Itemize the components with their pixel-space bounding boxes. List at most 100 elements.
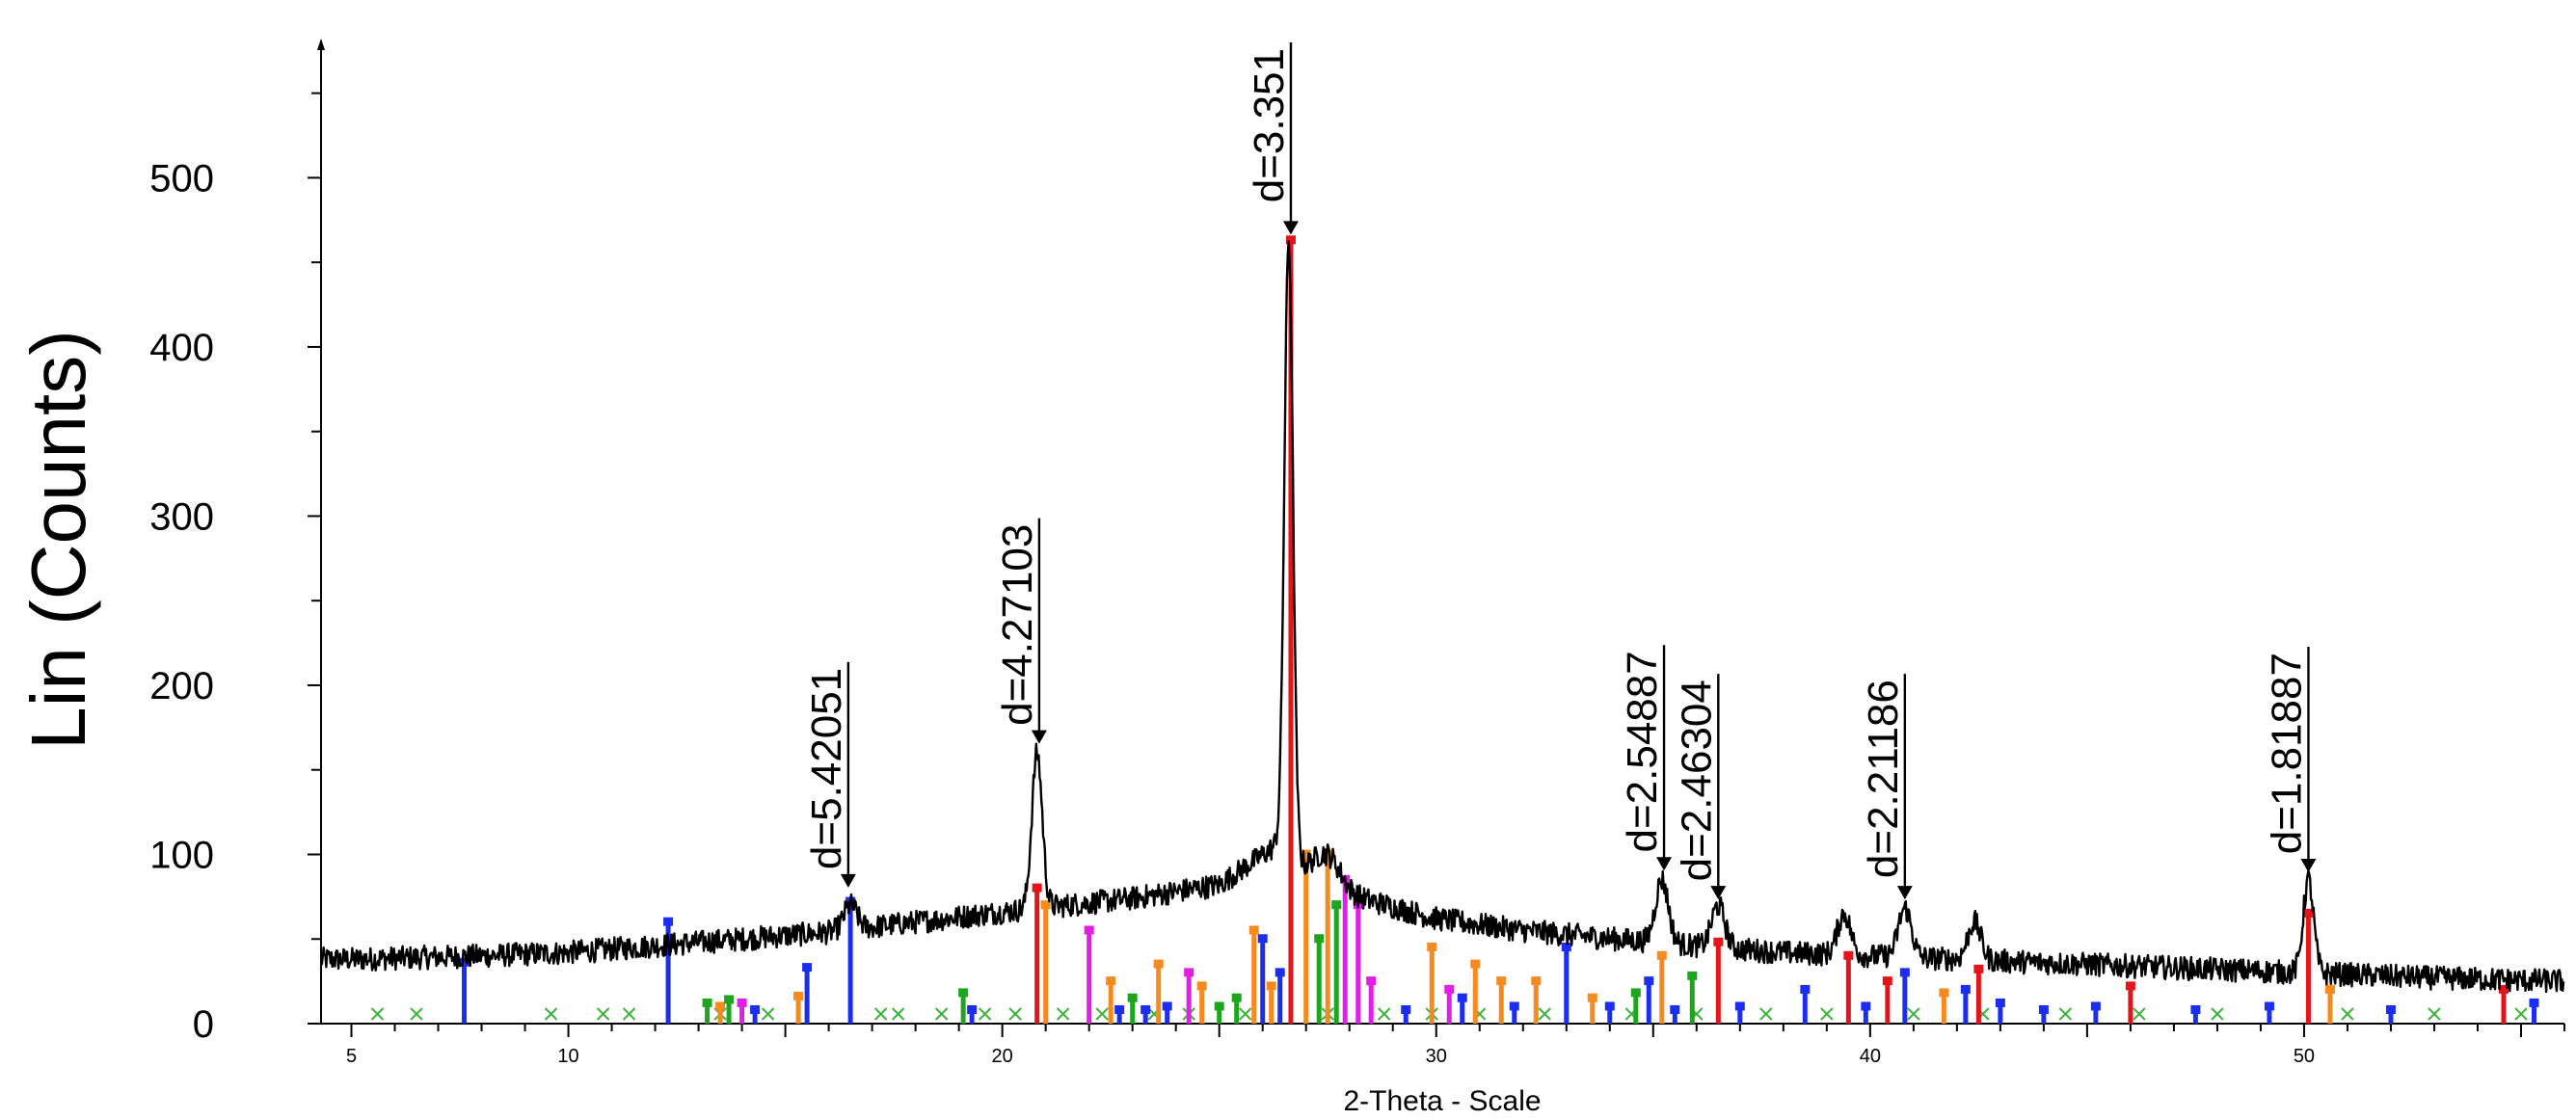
reference-stick-cap (1257, 934, 1268, 944)
reference-cross-marker (891, 1007, 905, 1021)
reference-stick-cap (1162, 1001, 1172, 1011)
reference-stick-cap (1457, 993, 1467, 1002)
reference-stick-cap (1861, 1001, 1871, 1011)
peak-marker-arrow-icon (2300, 859, 2317, 873)
y-tick-label: 400 (149, 327, 214, 369)
reference-stick-cap (802, 963, 813, 973)
reference-cross-marker (1759, 1007, 1773, 1021)
peak-d-label: d=3.351 (1246, 48, 1293, 202)
reference-cross-marker (978, 1007, 992, 1021)
reference-cross-marker (1538, 1007, 1551, 1021)
reference-stick-cap (750, 1004, 761, 1014)
reference-stick-cap (1496, 976, 1507, 986)
peak-marker-arrow-icon (1031, 730, 1047, 744)
y-tick-label: 200 (149, 665, 214, 707)
x-ticks: 5 10 20 30 40 50 (346, 1024, 2565, 1067)
reference-stick-cap (1401, 1004, 1411, 1014)
reference-stick-cap (2385, 1004, 2396, 1014)
y-ticks: 0 100 200 300 400 500 (149, 92, 321, 1046)
reference-stick-cap (1266, 981, 1276, 991)
x-tick-label: 30 (1426, 1046, 1447, 1067)
reference-stick-cap (1032, 883, 1042, 893)
x-axis-label: 2-Theta - Scale (1343, 1085, 1541, 1117)
reference-stick-cap (1231, 993, 1242, 1002)
reference-cross-marker (2514, 1007, 2528, 1021)
reference-stick-cap (1734, 1001, 1745, 1011)
reference-cross-marker (2341, 1007, 2354, 1021)
reference-stick-cap (1960, 984, 1971, 994)
y-axis-label: Lin (Counts) (15, 330, 101, 750)
peak-d-label: d=5.42051 (803, 668, 850, 869)
reference-stick-cap (1184, 968, 1194, 977)
reference-stick-cap (2190, 1004, 2201, 1014)
reference-stick-cap (1587, 993, 1597, 1002)
reference-cross-marker (1095, 1007, 1109, 1021)
reference-cross-marker (1239, 1007, 1252, 1021)
reference-stick-cap (1604, 1001, 1615, 1011)
reference-stick-cap (737, 998, 747, 1007)
peak-d-label: d=1.81887 (2263, 653, 2310, 854)
reference-cross-marker (2211, 1007, 2224, 1021)
reference-stick-cap (1040, 900, 1051, 910)
reference-stick-cap (2125, 981, 2135, 991)
peak-marker-arrow-icon (1896, 886, 1913, 900)
reference-stick-cap (967, 1004, 978, 1014)
reference-cross-marker (596, 1007, 610, 1021)
reference-stick-cap (1214, 1001, 1224, 1011)
reference-stick-cap (1644, 976, 1654, 986)
reference-stick-cap (1248, 925, 1259, 935)
reference-stick-cap (1470, 959, 1481, 969)
reference-stick-cap (2498, 984, 2509, 994)
peak-d-label: d=4.27103 (994, 524, 1041, 726)
peak-d-label: d=2.54887 (1619, 651, 1666, 852)
reference-cross-marker (1056, 1007, 1070, 1021)
x-tick-label: 40 (1860, 1046, 1881, 1067)
reference-cross-marker (622, 1007, 636, 1021)
reference-stick-cap (1509, 1001, 1519, 1011)
reference-cross-marker (2058, 1007, 2073, 1021)
reference-stick-cap (1366, 976, 1377, 986)
y-tick-label: 500 (149, 157, 214, 200)
reference-stick-cap (663, 917, 674, 926)
reference-cross-marker (410, 1007, 423, 1021)
reference-stick-cap (2529, 998, 2539, 1007)
reference-stick-cap (2264, 1001, 2274, 1011)
reference-cross-marker (1008, 1007, 1022, 1021)
peak-marker-arrow-icon (1656, 857, 1673, 871)
x-tick-label: 20 (992, 1046, 1013, 1067)
x-tick-label: 5 (346, 1046, 357, 1067)
reference-cross-marker (873, 1007, 888, 1021)
peak-d-label: d=2.21186 (1860, 680, 1907, 878)
reference-stick-cap (1106, 976, 1116, 986)
reference-stick-cap (1114, 1004, 1125, 1014)
reference-stick-cap (1196, 981, 1207, 991)
y-tick-label: 0 (193, 1003, 214, 1046)
reference-stick-cap (724, 995, 735, 1004)
reference-stick-cap (1314, 934, 1325, 944)
reference-stick-cap (1444, 984, 1455, 994)
reference-cross-marker (2133, 1007, 2146, 1021)
reference-stick-cap (459, 957, 470, 967)
reference-stick-cap (1427, 943, 1437, 952)
reference-stick-cap (2303, 908, 2314, 918)
x-tick-label: 50 (2294, 1046, 2315, 1067)
reference-stick-cap (1843, 950, 1854, 960)
reference-cross-marker (370, 1007, 385, 1021)
reference-cross-marker (1378, 1007, 1391, 1021)
reference-stick-cap (1127, 993, 1138, 1002)
y-axis: 0 100 200 300 400 500 (149, 39, 325, 1046)
reference-stick-cap (1713, 937, 1724, 947)
reference-stick-cap (1561, 943, 1571, 952)
y-tick-label: 300 (149, 495, 214, 538)
reference-stick-cap (1630, 988, 1641, 998)
peak-marker-arrow-icon (1710, 886, 1727, 900)
reference-cross-marker (934, 1007, 949, 1021)
reference-stick-cap (1140, 1004, 1151, 1014)
y-axis-arrow-icon (317, 39, 325, 50)
peak-marker-arrow-icon (1282, 221, 1299, 235)
reference-cross-marker (1820, 1007, 1834, 1021)
reference-stick-cap (715, 1001, 726, 1011)
reference-stick-cap (1973, 964, 1984, 973)
reference-stick-cap (1687, 971, 1698, 980)
